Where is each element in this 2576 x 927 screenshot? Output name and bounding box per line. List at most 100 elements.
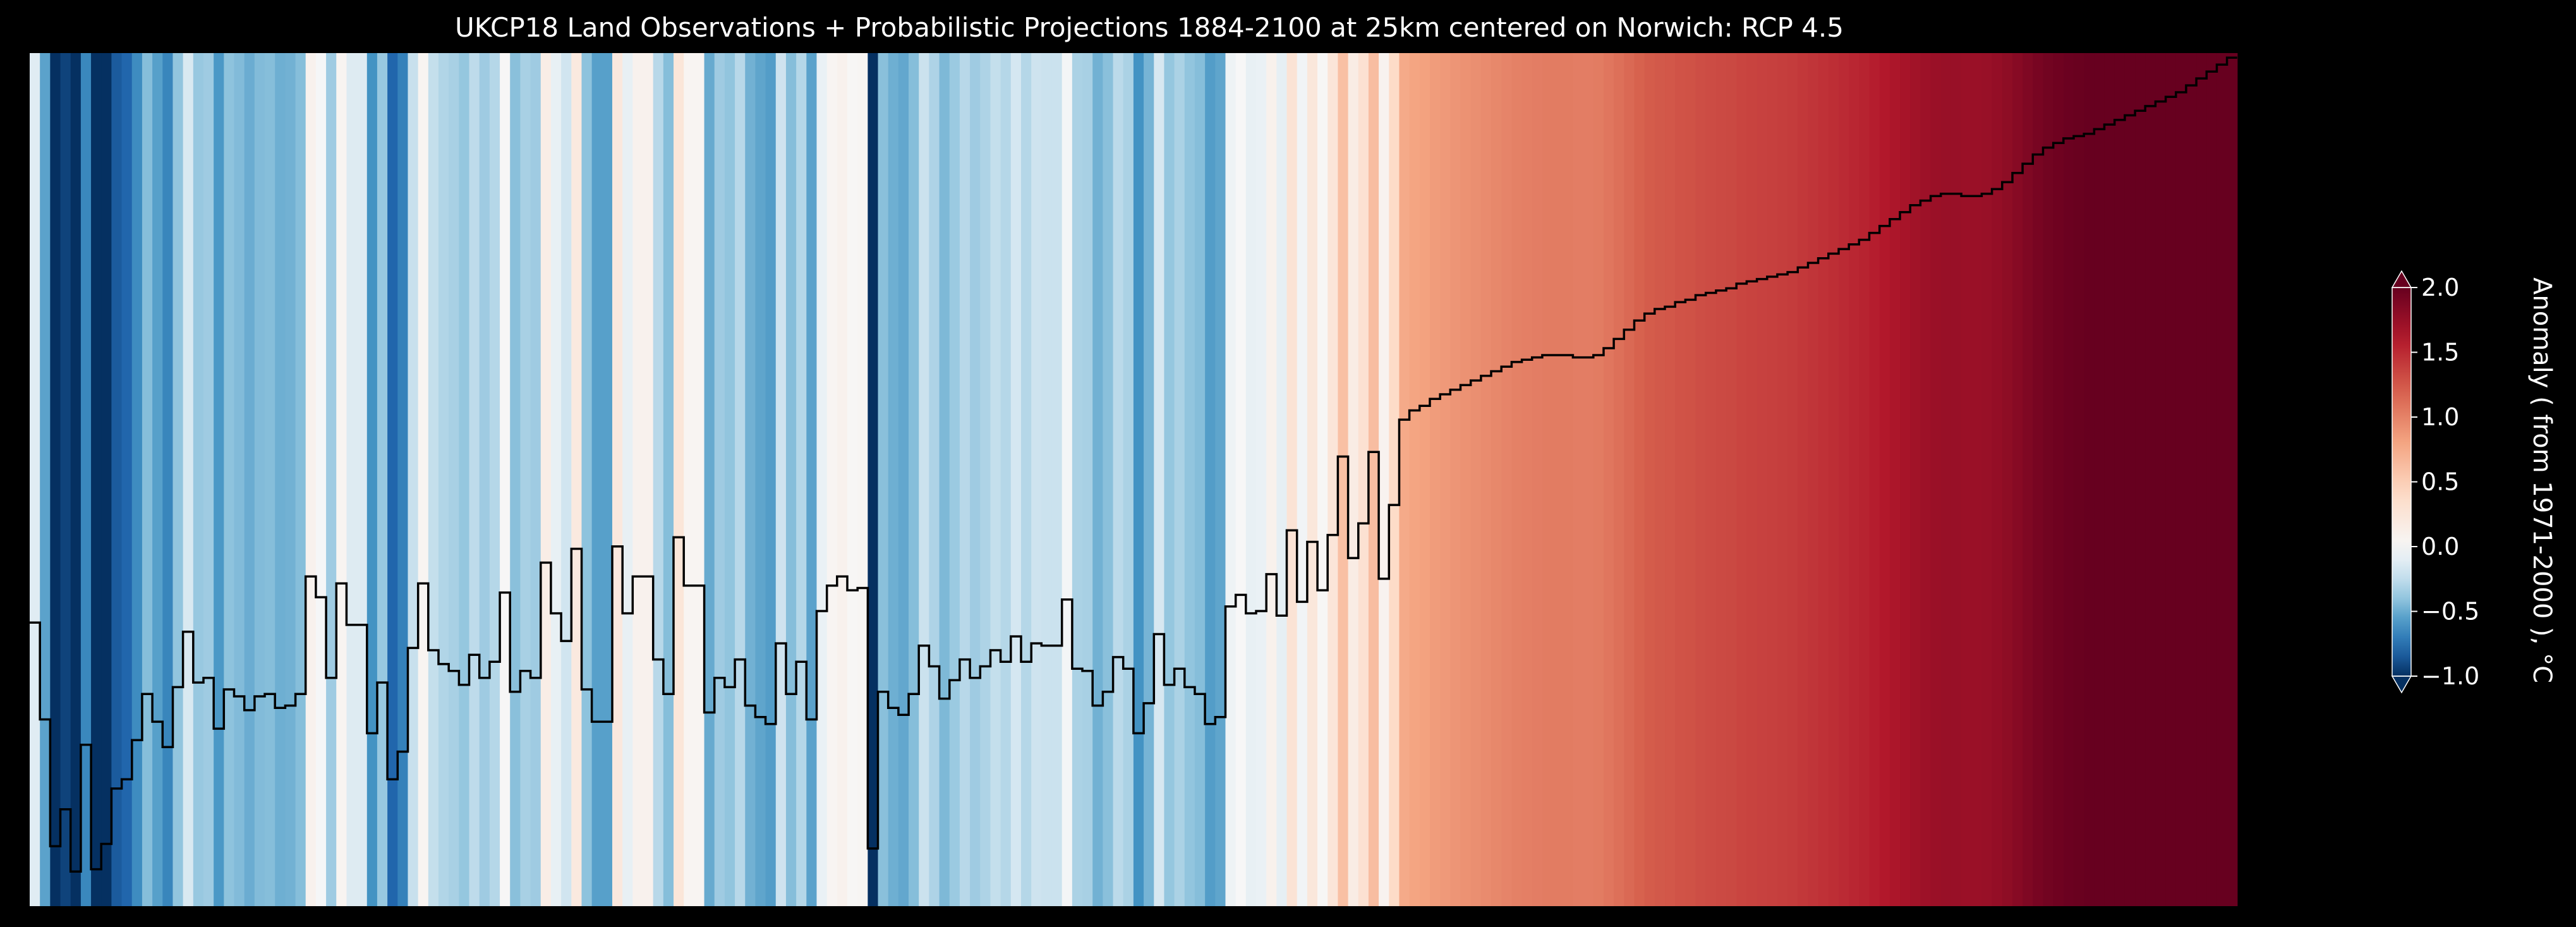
- stripe-2082: [2053, 53, 2064, 906]
- stripe-1886: [50, 53, 61, 906]
- stripe-1901: [203, 53, 214, 906]
- stripe-2045: [1675, 53, 1686, 906]
- stripe-1921: [408, 53, 419, 906]
- stripe-1930: [500, 53, 511, 906]
- stripe-1992: [1133, 53, 1144, 906]
- stripe-1990: [1113, 53, 1124, 906]
- stripe-1983: [1041, 53, 1053, 906]
- stripe-2096: [2196, 53, 2207, 906]
- stripe-2007: [1286, 53, 1298, 906]
- stripe-1964: [847, 53, 858, 906]
- stripe-2058: [1808, 53, 1819, 906]
- stripe-1885: [40, 53, 51, 906]
- stripe-2085: [2084, 53, 2095, 906]
- stripe-1935: [550, 53, 562, 906]
- stripe-1939: [591, 53, 603, 906]
- stripe-1945: [653, 53, 664, 906]
- stripe-2006: [1276, 53, 1288, 906]
- colorbar: −1.0 −0.5 0.0 0.5 1.0 1.5 2.0: [2391, 270, 2479, 694]
- colorbar-gradient: [2392, 288, 2411, 676]
- stripe-1979: [1000, 53, 1012, 906]
- stripe-2077: [2002, 53, 2013, 906]
- stripe-1929: [489, 53, 500, 906]
- stripe-2014: [1358, 53, 1369, 906]
- stripe-2010: [1317, 53, 1328, 906]
- stripe-2037: [1593, 53, 1604, 906]
- stripe-1993: [1144, 53, 1154, 906]
- stripe-2069: [1920, 53, 1932, 906]
- stripe-2021: [1429, 53, 1441, 906]
- stripe-2099: [2227, 53, 2238, 906]
- stripe-2047: [1695, 53, 1707, 906]
- stripe-2049: [1715, 53, 1727, 906]
- chart-title: UKCP18 Land Observations + Probabilistic…: [455, 12, 1844, 43]
- stripe-2046: [1685, 53, 1696, 906]
- stripe-2076: [1992, 53, 2003, 906]
- stripe-1915: [346, 53, 358, 906]
- colorbar-tick-label: −1.0: [2421, 662, 2479, 690]
- stripe-1933: [530, 53, 541, 906]
- stripe-1950: [704, 53, 715, 906]
- stripe-1962: [826, 53, 838, 906]
- stripe-1898: [172, 53, 184, 906]
- stripe-2086: [2094, 53, 2105, 906]
- stripe-2071: [1940, 53, 1952, 906]
- stripe-2008: [1297, 53, 1308, 906]
- stripe-1957: [775, 53, 787, 906]
- colorbar-tick-label: 1.0: [2421, 403, 2459, 431]
- stripe-1897: [162, 53, 174, 906]
- stripe-1955: [755, 53, 766, 906]
- stripe-2025: [1470, 53, 1482, 906]
- colorbar-tick-label: 0.0: [2421, 533, 2459, 560]
- stripe-2080: [2033, 53, 2044, 906]
- stripe-2009: [1307, 53, 1318, 906]
- stripe-2093: [2165, 53, 2177, 906]
- stripe-2018: [1399, 53, 1410, 906]
- stripe-1931: [510, 53, 521, 906]
- stripe-1927: [469, 53, 480, 906]
- stripe-2068: [1910, 53, 1921, 906]
- stripe-2003: [1245, 53, 1257, 906]
- stripe-1971: [919, 53, 930, 906]
- stripe-1889: [80, 53, 92, 906]
- stripe-1967: [878, 53, 889, 906]
- stripe-1994: [1154, 53, 1165, 906]
- stripe-2052: [1746, 53, 1758, 906]
- stripe-1926: [459, 53, 470, 906]
- stripe-2053: [1757, 53, 1768, 906]
- stripe-1893: [121, 53, 133, 906]
- colorbar-tick-label: 1.5: [2421, 339, 2459, 367]
- stripe-1919: [387, 53, 398, 906]
- stripe-2089: [2124, 53, 2136, 906]
- stripe-2012: [1338, 53, 1349, 906]
- stripe-1998: [1194, 53, 1206, 906]
- stripe-2074: [1971, 53, 1983, 906]
- stripe-1963: [837, 53, 848, 906]
- stripe-1960: [806, 53, 818, 906]
- stripe-2060: [1828, 53, 1839, 906]
- stripe-1894: [131, 53, 143, 906]
- stripe-1997: [1184, 53, 1195, 906]
- stripe-1888: [70, 53, 82, 906]
- stripe-1958: [785, 53, 797, 906]
- stripe-1943: [632, 53, 644, 906]
- stripe-1961: [816, 53, 828, 906]
- stripe-2036: [1583, 53, 1594, 906]
- stripe-1947: [674, 53, 684, 906]
- stripe-2078: [2012, 53, 2023, 906]
- stripe-2051: [1736, 53, 1748, 906]
- anomaly-line-group: [30, 56, 2237, 873]
- stripe-1899: [183, 53, 194, 906]
- stripe-2034: [1563, 53, 1574, 906]
- stripe-2059: [1818, 53, 1829, 906]
- stripe-2057: [1798, 53, 1809, 906]
- stripe-2032: [1542, 53, 1553, 906]
- stripe-1884: [30, 53, 40, 906]
- stripe-2070: [1930, 53, 1942, 906]
- stripe-2040: [1624, 53, 1635, 906]
- stripe-2088: [2114, 53, 2126, 906]
- stripe-1951: [714, 53, 725, 906]
- stripe-2087: [2104, 53, 2115, 906]
- stripe-1909: [285, 53, 296, 906]
